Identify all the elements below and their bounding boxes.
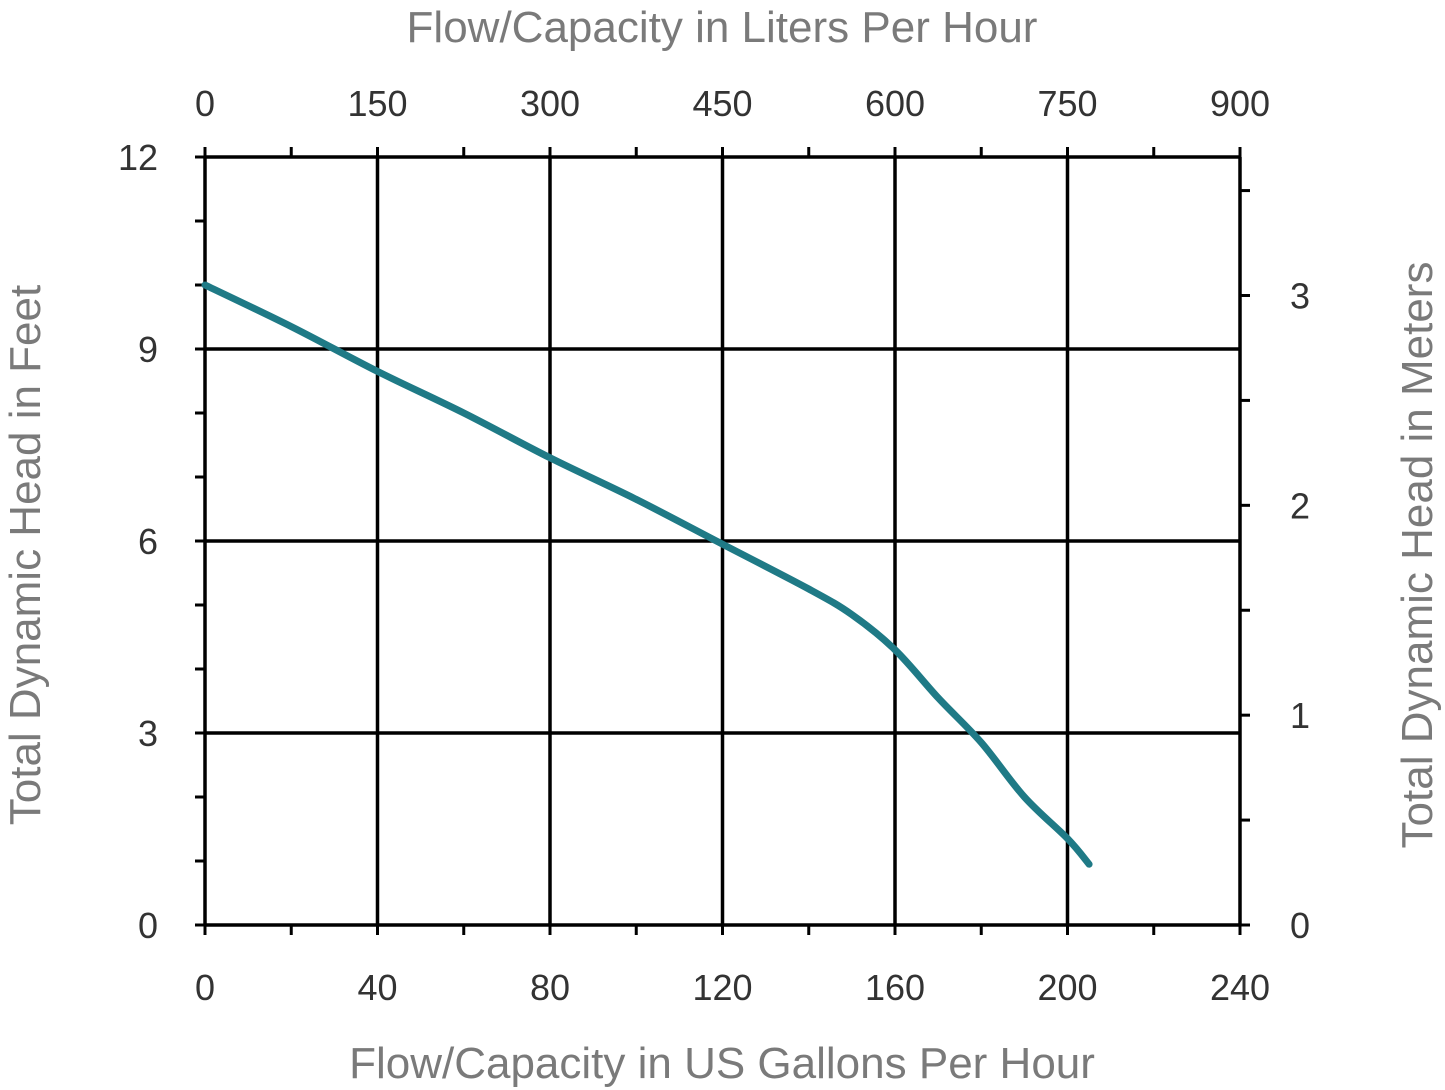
bottom-tick-label: 0 — [195, 967, 215, 1008]
right-tick-label: 3 — [1290, 275, 1310, 316]
bottom-tick-label: 120 — [692, 967, 752, 1008]
top-tick-label: 150 — [347, 83, 407, 124]
tick-marks — [195, 147, 1250, 935]
top-tick-label: 750 — [1037, 83, 1097, 124]
right-tick-label: 2 — [1290, 485, 1310, 526]
right-axis-title: Total Dynamic Head in Meters — [1393, 262, 1442, 849]
top-tick-label: 900 — [1210, 83, 1270, 124]
left-tick-label: 6 — [138, 521, 158, 562]
bottom-tick-label: 200 — [1037, 967, 1097, 1008]
bottom-tick-label: 240 — [1210, 967, 1270, 1008]
left-tick-label: 0 — [138, 905, 158, 946]
bottom-tick-label: 40 — [357, 967, 397, 1008]
top-tick-label: 300 — [520, 83, 580, 124]
bottom-axis-title: Flow/Capacity in US Gallons Per Hour — [349, 1039, 1095, 1088]
left-tick-label: 9 — [138, 329, 158, 370]
bottom-tick-label: 80 — [530, 967, 570, 1008]
right-tick-label: 1 — [1290, 695, 1310, 736]
top-tick-label: 600 — [865, 83, 925, 124]
top-tick-label: 450 — [692, 83, 752, 124]
left-axis-title: Total Dynamic Head in Feet — [1, 285, 50, 825]
top-axis-title: Flow/Capacity in Liters Per Hour — [407, 3, 1038, 52]
top-tick-label: 0 — [195, 83, 215, 124]
left-tick-label: 3 — [138, 713, 158, 754]
left-tick-label: 12 — [118, 137, 158, 178]
right-tick-label: 0 — [1290, 905, 1310, 946]
series-layer — [201, 281, 1093, 868]
bottom-tick-label: 160 — [865, 967, 925, 1008]
performance-curve — [201, 281, 1093, 868]
